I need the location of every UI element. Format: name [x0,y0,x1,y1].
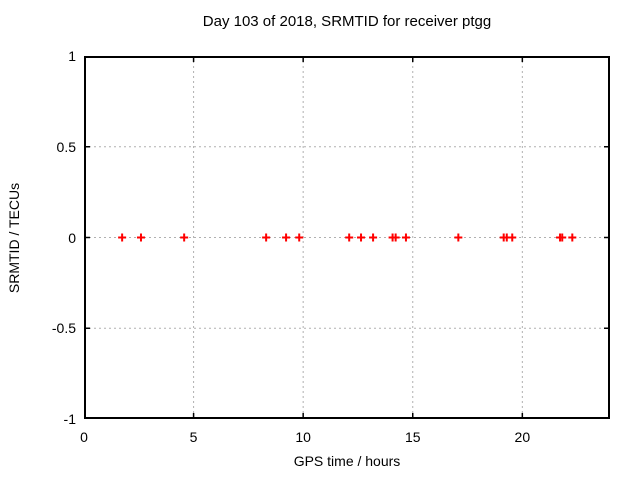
x-tick-label: 10 [295,429,311,445]
data-point-marker [357,233,366,242]
data-point-marker [295,233,304,242]
data-point-marker [180,233,189,242]
x-tick-label: 0 [80,429,88,445]
data-point-marker [369,233,378,242]
data-point-marker [345,233,354,242]
data-point-marker [401,233,410,242]
data-point-marker [391,233,400,242]
y-tick-label: 1 [68,48,76,64]
chart-title: Day 103 of 2018, SRMTID for receiver ptg… [202,13,492,30]
y-tick-label: 0.5 [56,138,76,155]
plot-svg [84,56,610,419]
plot-border [84,56,610,419]
data-point-marker [136,233,145,242]
y-tick-label: -0.5 [51,320,76,337]
x-tick-label: 15 [404,429,421,445]
data-point-marker [568,233,577,242]
y-tick-label: -1 [63,411,76,427]
data-point-marker [282,233,291,242]
data-point-marker [508,233,517,242]
plot-area [84,56,610,419]
data-point-marker [454,233,463,242]
x-tick-label: 20 [514,429,531,445]
x-tick-label: 5 [189,429,198,445]
data-point-marker [262,233,271,242]
data-point-marker [118,233,127,242]
y-tick-label: 0 [68,229,76,246]
data-point-marker [558,233,567,242]
x-axis-label: GPS time / hours [293,453,401,469]
